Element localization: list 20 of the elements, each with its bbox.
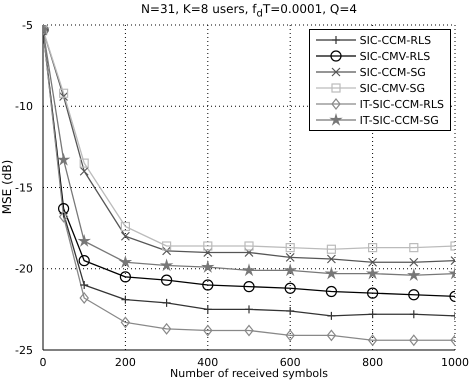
y-tick-label: -25 — [15, 344, 33, 357]
y-tick-label: -20 — [15, 262, 33, 276]
y-tick-label: -10 — [15, 100, 33, 114]
x-tick-label: 600 — [280, 356, 301, 369]
legend-label: IT-SIC-CCM-RLS — [360, 98, 444, 110]
x-tick-label: 1000 — [441, 356, 469, 369]
y-tick-label: -15 — [15, 181, 33, 194]
legend-label: SIC-CCM-SG — [360, 66, 426, 78]
x-tick-label: 800 — [362, 356, 384, 369]
x-axis-title: Number of received symbols — [169, 367, 329, 380]
x-tick-label: 200 — [114, 356, 136, 369]
y-tick-label: -5 — [22, 18, 33, 32]
chart-title: N=31, K=8 users, f$_{d}$T=0.0001, Q=4 — [140, 2, 358, 20]
x-tick-label: 0 — [40, 356, 46, 369]
legend-label: IT-SIC-CCM-SG — [360, 114, 439, 126]
legend-label: SIC-CCM-RLS — [360, 34, 432, 46]
legend-label: SIC-CMV-RLS — [360, 50, 430, 62]
x-tick-label: 400 — [197, 356, 218, 369]
y-axis-title: MSE (dB) — [0, 160, 14, 214]
legend-label: SIC-CMV-SG — [360, 82, 426, 94]
